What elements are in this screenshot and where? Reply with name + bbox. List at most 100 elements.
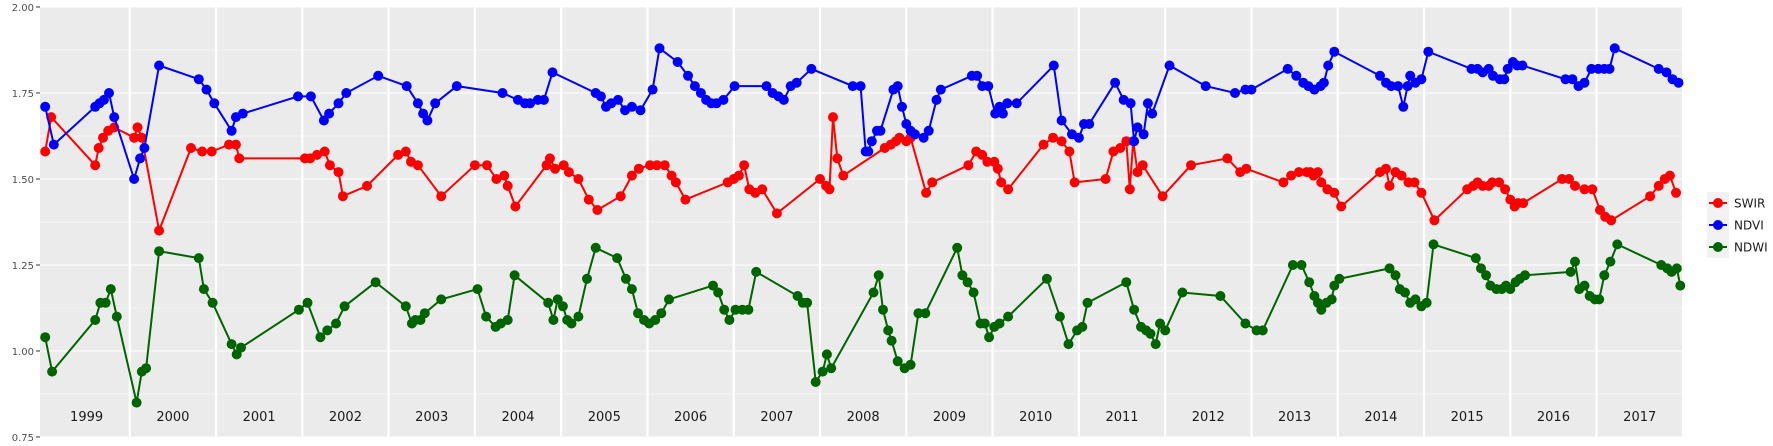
legend-key-point xyxy=(1713,198,1723,208)
data-point xyxy=(613,94,624,105)
data-point xyxy=(419,308,430,319)
year-label: 2004 xyxy=(501,410,534,425)
data-point xyxy=(412,160,423,171)
data-point xyxy=(573,311,584,322)
data-point xyxy=(817,366,828,377)
data-point xyxy=(193,74,204,85)
data-point xyxy=(647,84,658,95)
data-point xyxy=(100,297,111,308)
data-point xyxy=(761,81,772,92)
data-point xyxy=(497,88,508,98)
data-point xyxy=(47,366,58,377)
data-point xyxy=(927,177,938,188)
data-point xyxy=(1230,88,1240,98)
data-point xyxy=(1375,70,1385,81)
data-point xyxy=(315,332,326,343)
data-point xyxy=(318,115,329,126)
data-point xyxy=(963,160,974,171)
data-point xyxy=(548,315,559,325)
data-point xyxy=(1137,160,1148,171)
data-point xyxy=(1177,287,1188,298)
data-point xyxy=(1316,177,1327,188)
data-point xyxy=(1604,63,1615,74)
data-point xyxy=(595,91,606,102)
data-point xyxy=(1675,280,1686,291)
data-point xyxy=(1557,174,1568,184)
data-point xyxy=(341,88,352,98)
data-point xyxy=(1673,77,1684,88)
year-label: 2012 xyxy=(1192,410,1225,425)
data-point xyxy=(422,115,433,126)
data-point xyxy=(1241,163,1252,174)
data-point xyxy=(1132,122,1143,133)
data-point xyxy=(1002,98,1013,109)
data-point xyxy=(1565,266,1576,277)
data-point xyxy=(905,359,916,370)
data-point xyxy=(525,98,536,109)
data-point xyxy=(868,287,879,298)
data-point xyxy=(90,315,101,325)
data-point xyxy=(1594,294,1605,305)
data-point xyxy=(481,311,492,322)
data-point xyxy=(863,146,874,157)
data-point xyxy=(1121,136,1132,147)
y-tick-label: 0.75 xyxy=(12,433,34,442)
data-point xyxy=(400,301,411,312)
data-point xyxy=(1421,297,1432,308)
data-point xyxy=(201,84,212,95)
data-point xyxy=(1520,270,1530,281)
data-point xyxy=(1481,270,1492,281)
data-point xyxy=(552,294,563,305)
data-point xyxy=(847,81,858,92)
data-point xyxy=(1329,187,1340,198)
year-label: 2001 xyxy=(243,410,276,425)
data-point xyxy=(838,170,849,181)
data-point xyxy=(1605,256,1616,267)
data-point xyxy=(1063,339,1074,350)
data-point xyxy=(739,160,750,171)
data-point xyxy=(1653,63,1664,74)
data-point xyxy=(1064,146,1075,157)
data-point xyxy=(129,132,140,143)
data-point xyxy=(913,308,924,319)
data-point xyxy=(472,284,483,295)
data-point xyxy=(620,273,631,284)
data-point xyxy=(1147,108,1158,119)
year-label: 2005 xyxy=(588,410,621,425)
year-label: 2008 xyxy=(847,410,880,425)
data-point xyxy=(724,315,735,325)
data-point xyxy=(1398,101,1409,112)
data-point xyxy=(1381,163,1391,174)
data-point xyxy=(491,174,502,184)
data-point xyxy=(1069,177,1080,188)
data-point xyxy=(909,129,920,140)
legend-label: SWIR xyxy=(1734,197,1765,211)
data-point xyxy=(1100,174,1111,184)
data-point xyxy=(729,81,740,92)
data-point xyxy=(1505,284,1516,295)
year-label: 2009 xyxy=(933,410,966,425)
data-point xyxy=(654,43,665,54)
data-point xyxy=(1038,139,1049,150)
data-point xyxy=(1329,46,1340,57)
data-point xyxy=(430,98,441,109)
data-point xyxy=(234,153,245,164)
data-point xyxy=(1142,98,1153,109)
legend: SWIR NDVI NDWI xyxy=(1707,192,1768,258)
data-point xyxy=(1157,191,1168,202)
data-point xyxy=(1048,60,1059,71)
data-point xyxy=(656,308,667,319)
data-point xyxy=(510,201,521,212)
year-label: 2006 xyxy=(674,410,707,425)
data-point xyxy=(1664,170,1675,181)
data-point xyxy=(1084,119,1095,129)
data-point xyxy=(1428,239,1439,250)
data-point xyxy=(1609,43,1620,54)
data-point xyxy=(293,91,303,102)
data-point xyxy=(230,139,241,150)
data-point xyxy=(821,349,832,360)
data-point xyxy=(319,146,330,157)
data-point xyxy=(1323,60,1334,71)
data-point xyxy=(563,167,574,178)
